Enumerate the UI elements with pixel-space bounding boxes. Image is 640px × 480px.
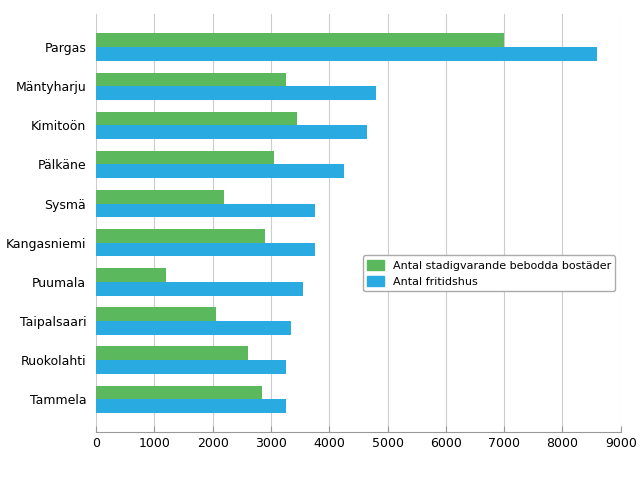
- Bar: [96, 34, 504, 47]
- Bar: [96, 151, 274, 165]
- Bar: [96, 190, 224, 204]
- Bar: [96, 243, 315, 256]
- Bar: [96, 72, 285, 86]
- Legend: Antal stadigvarande bebodda bostäder, Antal fritidshus: Antal stadigvarande bebodda bostäder, An…: [362, 255, 615, 291]
- Bar: [96, 360, 285, 374]
- Bar: [96, 282, 303, 296]
- Bar: [96, 268, 166, 282]
- Bar: [96, 165, 344, 178]
- Bar: [96, 229, 265, 243]
- Bar: [96, 321, 291, 335]
- Bar: [96, 399, 285, 413]
- Bar: [96, 204, 315, 217]
- Bar: [96, 125, 367, 139]
- Bar: [96, 347, 248, 360]
- Bar: [96, 86, 376, 100]
- Bar: [96, 385, 262, 399]
- Bar: [96, 307, 216, 321]
- Bar: [96, 47, 598, 61]
- Bar: [96, 112, 297, 125]
